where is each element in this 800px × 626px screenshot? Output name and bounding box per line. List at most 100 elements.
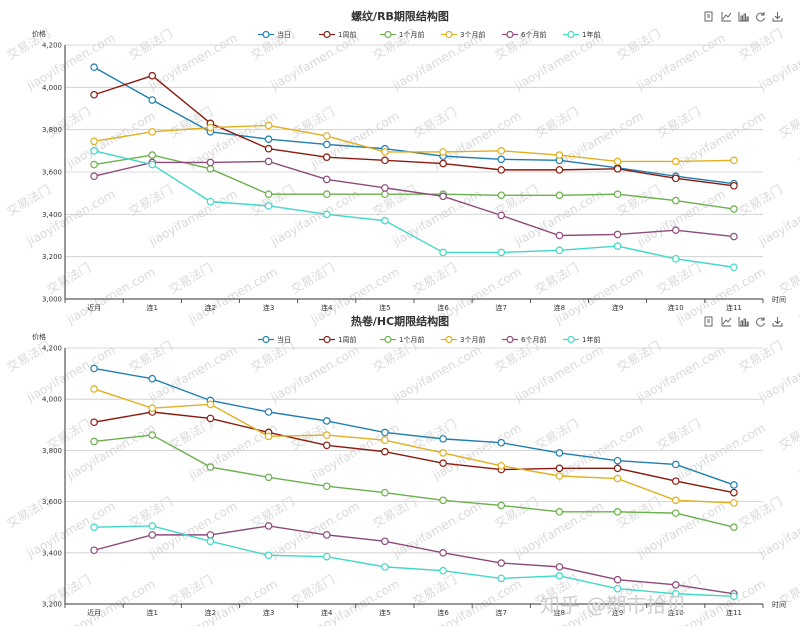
data-point[interactable] xyxy=(381,148,389,156)
legend-item[interactable]: 6个月前 xyxy=(502,30,546,39)
data-point[interactable] xyxy=(322,153,331,161)
data-point[interactable] xyxy=(381,216,389,225)
data-point[interactable] xyxy=(206,531,215,539)
data-point[interactable] xyxy=(381,428,389,437)
legend-item[interactable]: 3个月前 xyxy=(441,335,485,344)
data-point[interactable] xyxy=(439,496,447,505)
data-point[interactable] xyxy=(439,548,447,557)
data-point[interactable] xyxy=(322,132,331,140)
legend-item[interactable]: 1周前 xyxy=(319,335,356,344)
legend-item[interactable]: 1年前 xyxy=(563,335,600,344)
download-icon[interactable] xyxy=(772,12,783,22)
data-point[interactable] xyxy=(264,121,273,130)
data-point[interactable] xyxy=(613,157,622,166)
legend-item[interactable]: 1个月前 xyxy=(380,335,424,344)
data-point[interactable] xyxy=(381,447,389,456)
data-point[interactable] xyxy=(730,181,738,190)
data-point[interactable] xyxy=(90,385,98,393)
data-point[interactable] xyxy=(671,254,680,263)
data-point[interactable] xyxy=(264,157,273,166)
data-point[interactable] xyxy=(555,472,564,480)
data-point[interactable] xyxy=(497,211,506,220)
data-point[interactable] xyxy=(148,374,157,383)
data-point[interactable] xyxy=(497,166,506,174)
data-point[interactable] xyxy=(613,190,622,199)
refresh-icon[interactable] xyxy=(756,317,765,327)
data-point[interactable] xyxy=(439,435,447,443)
data-point[interactable] xyxy=(90,546,98,555)
legend-item[interactable]: 1年前 xyxy=(563,30,600,39)
data-point[interactable] xyxy=(555,508,564,516)
data-point[interactable] xyxy=(206,165,215,173)
data-point[interactable] xyxy=(671,157,680,166)
legend-item[interactable]: 当日 xyxy=(258,30,291,39)
data-point[interactable] xyxy=(497,501,506,510)
data-point[interactable] xyxy=(730,523,738,532)
data-point[interactable] xyxy=(322,441,331,450)
legend-item[interactable]: 1个月前 xyxy=(380,30,424,39)
data-point[interactable] xyxy=(671,477,680,485)
refresh-icon[interactable] xyxy=(756,12,765,22)
data-point[interactable] xyxy=(555,464,564,473)
data-point[interactable] xyxy=(497,574,506,583)
data-point[interactable] xyxy=(555,191,564,200)
data-point[interactable] xyxy=(206,414,215,423)
legend-item[interactable]: 3个月前 xyxy=(441,30,485,39)
data-point[interactable] xyxy=(671,174,680,183)
data-point[interactable] xyxy=(730,488,738,497)
data-point[interactable] xyxy=(264,408,273,416)
data-point[interactable] xyxy=(613,456,622,465)
data-point[interactable] xyxy=(730,499,738,507)
data-point[interactable] xyxy=(730,263,738,272)
data-point[interactable] xyxy=(439,566,447,575)
data-point[interactable] xyxy=(148,404,157,412)
data-point[interactable] xyxy=(381,184,389,192)
data-point[interactable] xyxy=(497,438,506,447)
data-point[interactable] xyxy=(381,190,389,199)
data-point[interactable] xyxy=(497,191,506,200)
data-point[interactable] xyxy=(264,551,273,560)
data-point[interactable] xyxy=(555,572,564,580)
data-point[interactable] xyxy=(497,559,506,567)
data-point[interactable] xyxy=(613,584,622,593)
line-chart-icon[interactable] xyxy=(721,317,732,327)
data-point[interactable] xyxy=(381,537,389,546)
data-point[interactable] xyxy=(148,151,157,159)
data-point[interactable] xyxy=(613,165,622,173)
data-point[interactable] xyxy=(90,147,98,155)
legend-item[interactable]: 当日 xyxy=(258,335,291,344)
data-point[interactable] xyxy=(148,531,157,539)
bar-chart-icon[interactable] xyxy=(738,12,749,22)
data-point[interactable] xyxy=(381,563,389,571)
data-point[interactable] xyxy=(555,563,564,571)
data-point[interactable] xyxy=(730,156,738,165)
data-point[interactable] xyxy=(381,436,389,444)
data-point[interactable] xyxy=(613,508,622,516)
data-point[interactable] xyxy=(555,231,564,240)
data-point[interactable] xyxy=(497,248,506,257)
data-point[interactable] xyxy=(730,232,738,241)
data-point[interactable] xyxy=(264,190,273,199)
data-point[interactable] xyxy=(322,552,331,561)
data-point[interactable] xyxy=(90,137,98,146)
data-point[interactable] xyxy=(148,127,157,136)
data-point[interactable] xyxy=(148,522,157,530)
data-point[interactable] xyxy=(555,449,564,457)
data-point[interactable] xyxy=(322,140,331,149)
data-point[interactable] xyxy=(497,461,506,470)
data-point[interactable] xyxy=(148,160,157,169)
data-point[interactable] xyxy=(730,205,738,213)
data-point[interactable] xyxy=(671,460,680,469)
data-point[interactable] xyxy=(148,96,157,104)
data-point[interactable] xyxy=(264,202,273,210)
data-point[interactable] xyxy=(497,147,506,155)
data-point[interactable] xyxy=(555,151,564,159)
data-point[interactable] xyxy=(555,246,564,255)
data-point[interactable] xyxy=(206,400,215,409)
data-point[interactable] xyxy=(613,242,622,250)
data-point[interactable] xyxy=(148,71,157,80)
data-point[interactable] xyxy=(90,523,98,532)
data-point[interactable] xyxy=(671,226,680,235)
data-point[interactable] xyxy=(613,464,622,473)
data-point[interactable] xyxy=(90,437,98,446)
